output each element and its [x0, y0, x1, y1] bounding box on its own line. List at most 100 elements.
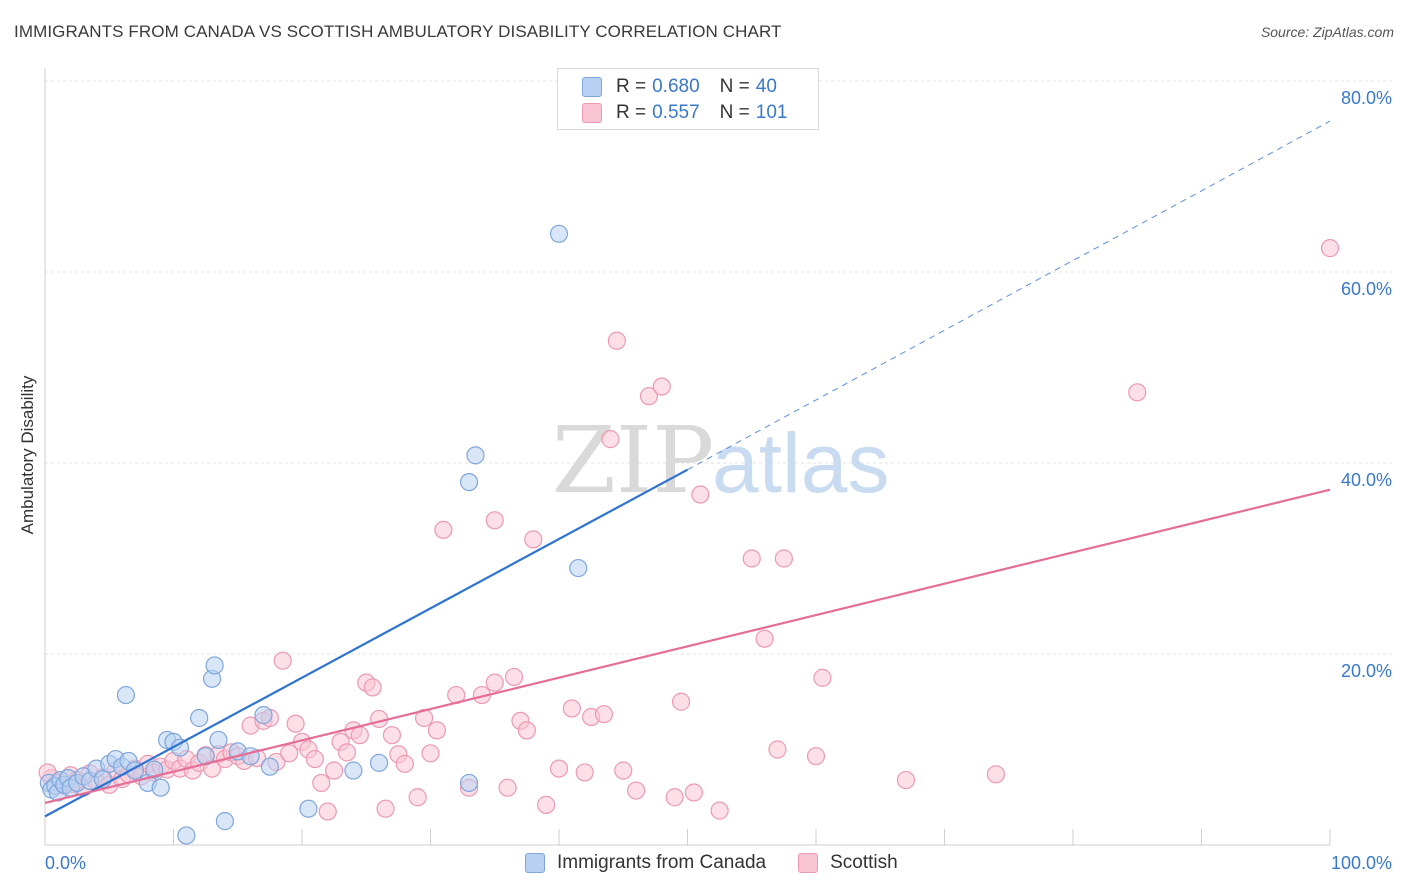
scottish-point: [755, 629, 774, 648]
scottish-point: [337, 743, 357, 762]
legend-n-label: N =: [719, 76, 750, 97]
scottish-point: [614, 761, 633, 780]
canada-point: [344, 761, 363, 780]
scottish-point: [768, 740, 787, 759]
tick-labels: 20.0% 40.0% 60.0% 80.0% 0.0% 100.0%: [45, 88, 1392, 873]
y-axis-label: Ambulatory Disability: [18, 375, 37, 535]
x-tick-label: 100.0%: [1331, 853, 1392, 873]
legend-r-label: R =: [616, 102, 647, 123]
scottish-point: [601, 430, 620, 449]
watermark: ZIP atlas: [552, 407, 889, 514]
canada-point: [459, 473, 479, 492]
scottish-point: [537, 795, 556, 814]
scottish-point: [896, 770, 916, 790]
scottish-point: [524, 530, 543, 549]
scottish-point: [986, 765, 1006, 784]
canada-point: [241, 747, 260, 766]
scottish-point: [575, 763, 594, 782]
scottish-point: [562, 699, 581, 718]
canada-point: [260, 757, 279, 776]
series-legend: Immigrants from Canada Scottish: [525, 852, 930, 874]
scottish-point: [504, 667, 524, 687]
legend-r-value-canada: 0.680: [652, 76, 700, 97]
scottish-point: [1128, 383, 1147, 402]
source-credit: Source: ZipAtlas.com: [1260, 24, 1394, 40]
legend-row-scottish: R = 0.557 N = 101: [582, 101, 787, 125]
scottish-point: [684, 783, 704, 802]
canada-point: [116, 685, 136, 705]
scottish-point: [395, 754, 414, 773]
canada-point: [190, 708, 209, 728]
scottish-point: [806, 747, 826, 766]
scottish-point: [774, 549, 793, 568]
scottish-point: [813, 668, 832, 687]
canada-point: [205, 656, 224, 675]
scottish-point: [280, 744, 299, 763]
scottish-point: [382, 726, 402, 745]
legend-label-scottish: Scottish: [830, 852, 898, 873]
legend-swatch-canada: [525, 853, 545, 873]
scottish-point: [1320, 239, 1340, 258]
scottish-point: [665, 788, 684, 807]
scottish-point: [350, 726, 369, 745]
scottish-point: [639, 387, 659, 406]
scottish-point: [485, 673, 504, 692]
canada-point: [459, 773, 479, 793]
scottish-point: [305, 749, 324, 769]
legend-row-canada: R = 0.680 N = 40: [582, 75, 777, 99]
legend-item-scottish[interactable]: Scottish: [798, 852, 898, 874]
grid-lines: [45, 80, 1392, 655]
canada-point: [466, 446, 485, 465]
trend-lines: [44, 120, 1331, 818]
legend-swatch-scottish: [798, 853, 819, 873]
watermark-zip: ZIP: [552, 407, 714, 514]
scottish-point: [742, 549, 761, 568]
legend-item-canada[interactable]: Immigrants from Canada: [525, 852, 766, 874]
x-tick-label: 0.0%: [45, 853, 86, 873]
scottish-point: [363, 678, 382, 697]
scottish-point: [286, 714, 305, 733]
scottish-point: [312, 773, 331, 793]
scottish-point: [325, 761, 344, 780]
correlation-legend: R = 0.680 N = 40 R = 0.557 N = 101: [557, 68, 819, 130]
canada-point: [549, 224, 569, 243]
scottish-point: [710, 801, 729, 820]
canada-point: [177, 826, 196, 845]
canada-point: [145, 760, 164, 779]
scottish-point: [427, 721, 447, 740]
canada-point: [254, 706, 273, 725]
y-tick-label: 20.0%: [1341, 661, 1392, 681]
canada-trend-line: [44, 468, 689, 818]
scottish-trend-line: [44, 488, 1331, 805]
canada-point: [209, 730, 228, 750]
scottish-point: [485, 511, 504, 530]
legend-swatch-canada: [582, 77, 602, 97]
legend-swatch-scottish: [582, 103, 602, 123]
y-tick-label: 40.0%: [1341, 470, 1392, 490]
canada-point: [299, 799, 318, 818]
scottish-point: [421, 744, 440, 763]
scottish-point: [273, 651, 292, 670]
scottish-point: [607, 331, 626, 350]
axes: [44, 68, 1331, 846]
canada-point: [370, 753, 389, 772]
legend-r-value-scottish: 0.557: [652, 102, 700, 123]
legend-n-value-canada: 40: [755, 76, 777, 97]
scottish-points: [38, 239, 1340, 821]
scottish-point: [318, 802, 337, 821]
legend-label-canada: Immigrants from Canada: [557, 852, 767, 873]
scottish-point: [594, 705, 614, 724]
scottish-point: [498, 778, 517, 797]
legend-r-label: R =: [616, 76, 647, 97]
canada-point: [569, 558, 588, 578]
legend-n-label: N =: [719, 102, 750, 123]
scottish-point: [408, 788, 427, 807]
canada-point: [151, 778, 170, 797]
scottish-point: [370, 709, 389, 729]
scottish-point: [691, 485, 710, 504]
watermark-atlas: atlas: [712, 416, 889, 510]
scottish-point: [652, 377, 671, 396]
y-tick-label: 60.0%: [1341, 279, 1392, 299]
chart-title: IMMIGRANTS FROM CANADA VS SCOTTISH AMBUL…: [14, 22, 782, 41]
